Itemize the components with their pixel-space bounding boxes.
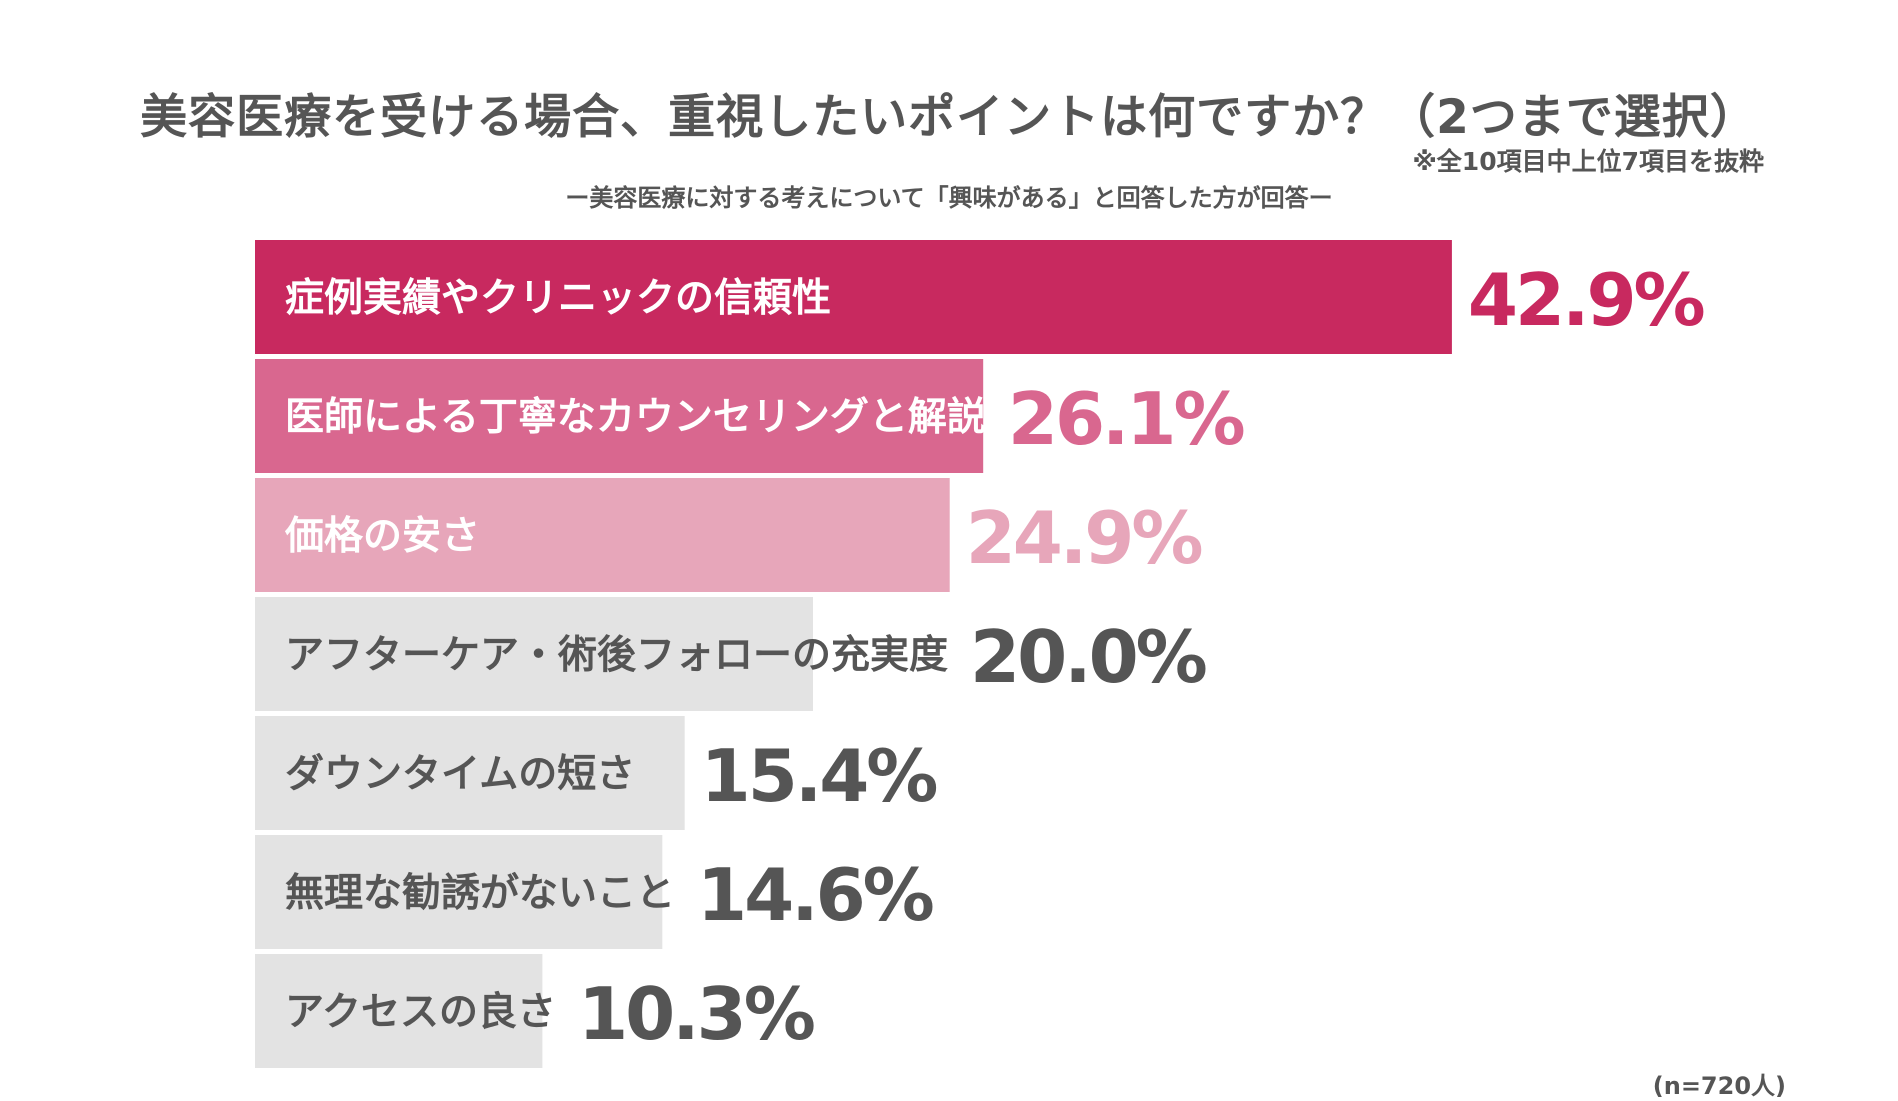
bar-label-1: 症例実績やクリニックの信頼性 bbox=[285, 276, 831, 321]
value-label-6: 14.6% bbox=[697, 853, 933, 937]
bar-3 bbox=[255, 478, 950, 592]
value-label-5: 15.4% bbox=[701, 734, 937, 818]
bar-6 bbox=[255, 835, 663, 949]
bar-label-3: 価格の安さ bbox=[284, 514, 480, 559]
bar-label-5: ダウンタイムの短さ bbox=[285, 752, 635, 797]
value-label-3: 24.9% bbox=[966, 496, 1202, 580]
value-label-1: 42.9% bbox=[1468, 258, 1704, 342]
bar-4 bbox=[255, 597, 813, 711]
bar-label-2: 医師による丁寧なカウンセリングと解説 bbox=[285, 395, 986, 440]
bar-label-6: 無理な勧誘がないこと bbox=[285, 871, 675, 916]
bar-label-7: アクセスの良さ bbox=[285, 990, 556, 1035]
bar-2 bbox=[255, 359, 984, 473]
bar-1 bbox=[255, 240, 1452, 354]
chart-subtitle: ー美容医療に対する考えについて「興味がある」と回答した方が回答ー bbox=[565, 184, 1333, 212]
value-label-4: 20.0% bbox=[970, 615, 1206, 699]
bar-label-4: アフターケア・術後フォローの充実度 bbox=[285, 633, 948, 678]
value-label-2: 26.1% bbox=[1008, 377, 1244, 461]
bar-5 bbox=[255, 716, 685, 830]
bar-7 bbox=[255, 954, 543, 1068]
chart-title: 美容医療を受ける場合、重視したいポイントは何ですか？（2つまで選択） bbox=[140, 90, 1758, 145]
value-label-7: 10.3% bbox=[578, 972, 814, 1056]
sample-size-label: (n=720人) bbox=[1652, 1072, 1786, 1100]
chart-note: ※全10項目中上位7項目を抜粋 bbox=[1412, 147, 1765, 176]
